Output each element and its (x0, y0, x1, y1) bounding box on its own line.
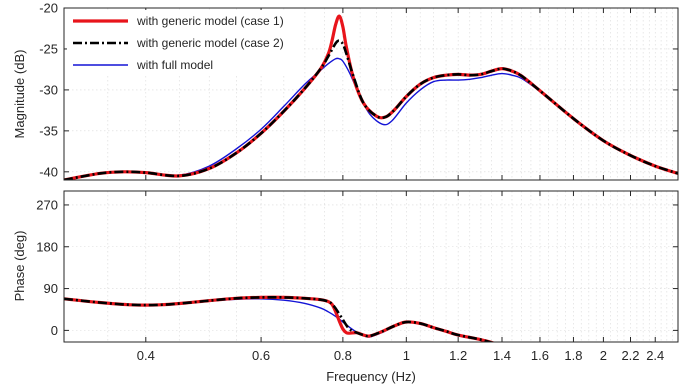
x-tick-label: 1.2 (449, 348, 467, 363)
magnitude-series-with-full-model (64, 57, 678, 180)
magnitude-frame (63, 7, 679, 181)
phase-series (64, 295, 496, 342)
phase-x-ticks: 0.4 0.6 0.8 1 1.2 1.4 1.6 1.8 2 2.2 2.4 (137, 191, 664, 363)
legend-entry-case-2: with generic model (case 2) (73, 36, 284, 50)
legend-entry-case-1: with generic model (case 1) (73, 14, 284, 28)
y-tick-label: -30 (39, 82, 58, 97)
magnitude-series (64, 14, 678, 180)
magnitude-series-with-generic-model-case-2 (64, 39, 678, 180)
x-tick-label: 0.8 (334, 348, 352, 363)
x-tick-label: 1.6 (531, 348, 549, 363)
x-tick-label: 0.6 (252, 348, 270, 363)
x-tick-label: 1.4 (493, 348, 511, 363)
y-tick-label: 0 (51, 323, 58, 338)
phase-plot-area (64, 191, 678, 342)
legend-label-case-1: with generic model (case 1) (136, 14, 284, 28)
x-tick-label: 0.4 (137, 348, 155, 363)
phase-grid (64, 191, 678, 342)
y-tick-label: -35 (39, 123, 58, 138)
legend: with generic model (case 1) with generic… (67, 10, 303, 76)
x-tick-label: 2.4 (646, 348, 664, 363)
x-tick-label: 2 (600, 348, 607, 363)
magnitude-y-axis-label: Magnitude (dB) (12, 50, 27, 139)
y-tick-label: -20 (39, 1, 58, 16)
y-tick-label: -40 (39, 164, 58, 179)
x-axis-label: Frequency (Hz) (326, 369, 416, 384)
y-tick-label: 270 (36, 197, 58, 212)
y-tick-label: 180 (36, 239, 58, 254)
x-tick-label: 1 (403, 348, 410, 363)
phase-y-axis-label: Phase (deg) (12, 231, 27, 302)
legend-entry-full-model: with full model (73, 58, 213, 72)
phase-y-ticks: 0 90 180 270 (36, 197, 678, 338)
x-tick-label: 1.8 (564, 348, 582, 363)
y-tick-label: 90 (44, 281, 58, 296)
magnitude-panel: -40 -35 -30 -25 -20 Magnitude (dB) with gene… (12, 1, 679, 181)
x-tick-label: 2.2 (621, 348, 639, 363)
magnitude-y-ticks: -40 -35 -30 -25 -20 (39, 1, 678, 180)
phase-series-with-generic-model-case-2 (64, 295, 495, 342)
y-tick-label: -25 (39, 41, 58, 56)
phase-frame (63, 190, 679, 343)
legend-label-full-model: with full model (136, 58, 213, 72)
legend-label-case-2: with generic model (case 2) (136, 36, 284, 50)
